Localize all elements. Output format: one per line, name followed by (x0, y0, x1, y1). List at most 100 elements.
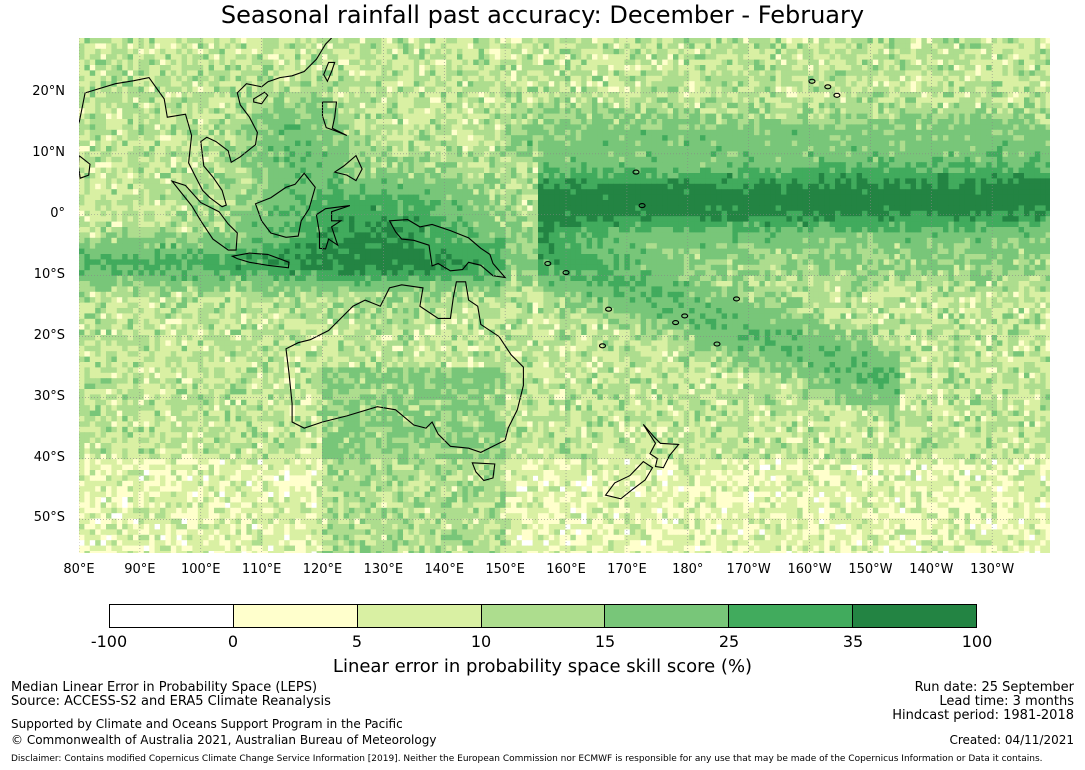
field-cell (208, 178, 215, 185)
field-cell (835, 108, 841, 114)
field-cell (419, 92, 425, 98)
field-cell (214, 183, 220, 190)
field-cell (716, 140, 722, 147)
field-cell (597, 135, 604, 141)
field-cell (1040, 135, 1046, 141)
field-cell (559, 173, 566, 179)
field-cell (953, 135, 960, 141)
field-cell (943, 124, 949, 131)
field-cell (403, 59, 409, 66)
field-cell (619, 97, 625, 104)
field-cell (1040, 178, 1046, 185)
field-cell (829, 86, 836, 93)
field-cell (770, 75, 776, 82)
field-cell (565, 140, 571, 147)
field-cell (786, 70, 793, 77)
field-cell (953, 43, 960, 50)
field-cell (926, 108, 933, 114)
field-cell (241, 70, 247, 77)
field-cell (543, 81, 550, 87)
field-cell (710, 183, 717, 190)
field-cell (111, 146, 118, 152)
field-cell (716, 81, 722, 87)
field-cell (1024, 70, 1030, 77)
field-cell (678, 86, 685, 93)
field-cell (640, 124, 647, 131)
field-cell (862, 140, 868, 147)
field-cell (867, 108, 874, 114)
field-cell (354, 97, 361, 104)
field-cell (278, 81, 285, 87)
field-cell (554, 156, 560, 163)
field-cell (905, 97, 911, 104)
field-cell (241, 162, 247, 168)
field-cell (948, 119, 955, 125)
field-cell (208, 135, 215, 141)
field-cell (700, 178, 706, 185)
field-cell (716, 54, 722, 60)
field-cell (1002, 119, 1009, 125)
field-cell (937, 59, 944, 66)
field-cell (802, 54, 809, 60)
field-cell (322, 129, 328, 136)
field-cell (462, 156, 469, 163)
field-cell (187, 102, 193, 109)
field-cell (214, 173, 220, 179)
field-cell (332, 173, 339, 179)
field-cell (386, 140, 393, 147)
field-cell (214, 162, 220, 168)
field-cell (300, 81, 307, 87)
field-cell (462, 151, 469, 158)
field-cell (262, 162, 269, 168)
field-cell (980, 92, 987, 98)
field-cell (106, 48, 112, 55)
field-cell (889, 86, 895, 93)
field-cell (505, 129, 512, 136)
field-cell (732, 173, 739, 179)
field-cell (230, 92, 236, 98)
field-cell (397, 178, 404, 185)
field-cell (176, 75, 182, 82)
field-cell (678, 173, 685, 179)
field-cell (332, 119, 339, 125)
field-cell (397, 140, 404, 147)
field-cell (79, 48, 85, 55)
field-cell (133, 86, 139, 93)
field-cell (705, 48, 712, 55)
field-cell (89, 81, 96, 87)
field-cell (673, 75, 679, 82)
field-cell (349, 65, 355, 71)
field-cell (640, 162, 647, 168)
field-cell (122, 178, 128, 185)
field-cell (926, 97, 933, 104)
field-cell (916, 113, 922, 120)
field-cell (392, 86, 398, 93)
field-cell (451, 151, 458, 158)
field-cell (716, 38, 722, 44)
field-cell (197, 97, 204, 104)
field-cell (413, 92, 420, 98)
field-cell (905, 86, 911, 93)
field-cell (446, 113, 452, 120)
field-cell (802, 81, 809, 87)
field-cell (365, 140, 371, 147)
field-cell (905, 146, 911, 152)
field-cell (397, 135, 404, 141)
field-cell (543, 173, 550, 179)
field-cell (473, 146, 479, 152)
field-cell (732, 54, 739, 60)
field-cell (651, 97, 658, 104)
field-cell (575, 167, 582, 174)
field-cell (197, 119, 204, 125)
field-cell (554, 54, 560, 60)
field-cell (138, 38, 145, 44)
field-cell (451, 81, 458, 87)
field-cell (160, 38, 166, 44)
field-cell (619, 81, 625, 87)
field-cell (845, 54, 852, 60)
field-cell (646, 146, 652, 152)
field-cell (991, 162, 998, 168)
field-cell (289, 113, 296, 120)
field-cell (840, 48, 847, 55)
field-cell (575, 65, 582, 71)
